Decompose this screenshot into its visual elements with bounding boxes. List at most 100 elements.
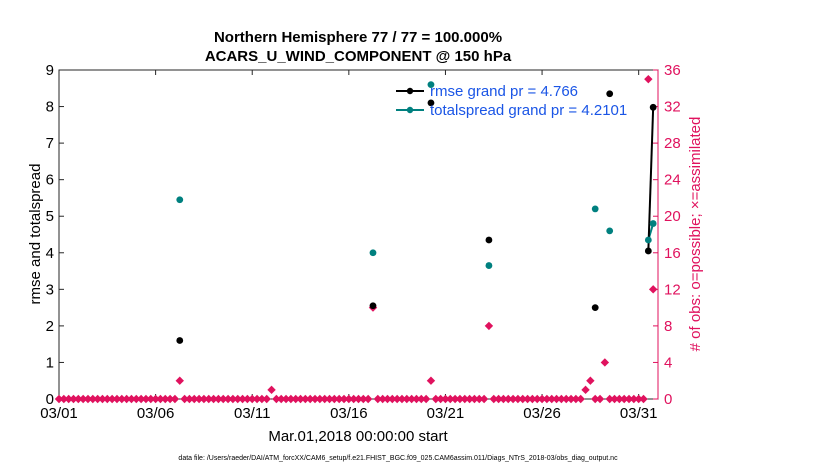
y-right-ticks: 0 4 8 12 16 20 24 28 32 36 <box>653 62 681 408</box>
y-right-tick-label: 36 <box>664 62 681 79</box>
obs-point <box>436 394 445 404</box>
obs-point <box>639 394 648 404</box>
obs-point <box>325 394 334 404</box>
obs-point <box>320 394 329 404</box>
obs-point <box>257 394 267 404</box>
obs-point <box>223 394 233 404</box>
y-left-tick-label: 2 <box>46 318 54 335</box>
obs-point <box>199 394 209 404</box>
obs-point <box>407 394 416 404</box>
obs-point <box>209 394 218 404</box>
y-right-tick-label: 32 <box>664 99 681 116</box>
obs-point <box>591 394 600 404</box>
obs-point <box>296 394 305 404</box>
rmse-point <box>427 99 435 107</box>
y-right-tick-label: 8 <box>664 318 672 335</box>
obs-point <box>383 394 392 404</box>
obs-point <box>392 394 402 404</box>
obs-point <box>595 394 605 404</box>
obs-point <box>571 394 581 404</box>
obs-point <box>301 394 310 404</box>
obs-point <box>243 394 252 404</box>
obs-point <box>397 394 407 404</box>
rmse-point <box>369 302 377 310</box>
y-right-tick-label: 24 <box>664 172 681 189</box>
obs-point <box>624 394 634 404</box>
x-tick-label: 03/06 <box>137 405 175 422</box>
y-right-tick-label: 4 <box>664 354 672 371</box>
rmse-series <box>176 90 657 344</box>
obs-point <box>450 394 460 404</box>
obs-point <box>262 394 271 404</box>
obs-point <box>74 394 83 404</box>
legend-spread-marker <box>406 106 414 114</box>
obs-point <box>484 321 494 331</box>
obs-point <box>185 394 194 404</box>
obs-point <box>634 394 643 404</box>
y-right-tick-label: 16 <box>664 245 681 262</box>
legend-spread-label: totalspread grand pr = 4.2101 <box>430 102 627 119</box>
obs-point <box>141 394 151 404</box>
x-tick-label: 03/26 <box>523 405 561 422</box>
obs-point <box>161 394 170 404</box>
obs-point <box>446 394 455 404</box>
obs-point <box>581 385 590 395</box>
obs-point <box>566 394 576 404</box>
obs-point <box>421 394 431 404</box>
obs-point <box>533 394 542 404</box>
totalspread-series <box>176 81 657 269</box>
obs-point <box>78 394 88 404</box>
obs-point <box>69 394 78 404</box>
obs-point <box>151 394 160 404</box>
y-left-tick-label: 6 <box>46 172 54 189</box>
obs-point <box>330 394 339 404</box>
obs-point <box>373 394 383 404</box>
obs-point <box>228 394 238 404</box>
totalspread-point <box>485 262 493 269</box>
y-right-tick-label: 12 <box>664 281 681 298</box>
totalspread-point <box>649 220 657 227</box>
obs-point <box>412 394 421 404</box>
obs-point <box>547 394 556 404</box>
obs-point <box>88 394 98 404</box>
y-axis-label-left: rmse and totalspread <box>27 164 44 305</box>
obs-point <box>98 394 107 404</box>
obs-point <box>165 394 175 404</box>
totalspread-point <box>176 196 184 204</box>
obs-point <box>494 394 503 404</box>
obs-point <box>470 394 479 404</box>
obs-point <box>170 394 180 404</box>
y-left-tick-label: 5 <box>46 208 54 225</box>
obs-point <box>460 394 469 404</box>
obs-point <box>339 394 349 404</box>
obs-point <box>431 394 440 404</box>
obs-point <box>363 394 373 404</box>
obs-point <box>426 376 436 385</box>
obs-point <box>465 394 474 404</box>
obs-point <box>354 394 363 404</box>
obs-point <box>127 394 136 404</box>
obs-point <box>93 394 102 404</box>
x-ticks: 03/01 03/06 03/11 03/16 03/21 03/26 03/31 <box>40 70 657 422</box>
obs-point <box>54 394 64 404</box>
y-right-tick-label: 28 <box>664 135 681 152</box>
totalspread-point <box>427 81 435 89</box>
obs-point <box>417 394 426 404</box>
obs-point <box>194 394 204 404</box>
obs-point <box>291 394 300 404</box>
obs-point <box>281 394 291 404</box>
obs-point <box>122 394 131 404</box>
obs-point <box>175 376 184 385</box>
chart-title-line2: ACARS_U_WIND_COMPONENT @ 150 hPa <box>205 48 512 65</box>
obs-point <box>576 394 585 404</box>
y-left-tick-label: 0 <box>46 391 54 408</box>
obs-point <box>610 394 619 404</box>
obs-point <box>132 394 141 404</box>
y-left-tick-label: 1 <box>46 354 54 371</box>
obs-point <box>523 394 532 404</box>
x-axis-label: Mar.01,2018 00:00:00 start <box>268 428 448 445</box>
obs-point <box>504 394 513 404</box>
obs-point <box>310 394 320 404</box>
y-right-tick-label: 20 <box>664 208 681 225</box>
obs-point <box>286 394 296 404</box>
